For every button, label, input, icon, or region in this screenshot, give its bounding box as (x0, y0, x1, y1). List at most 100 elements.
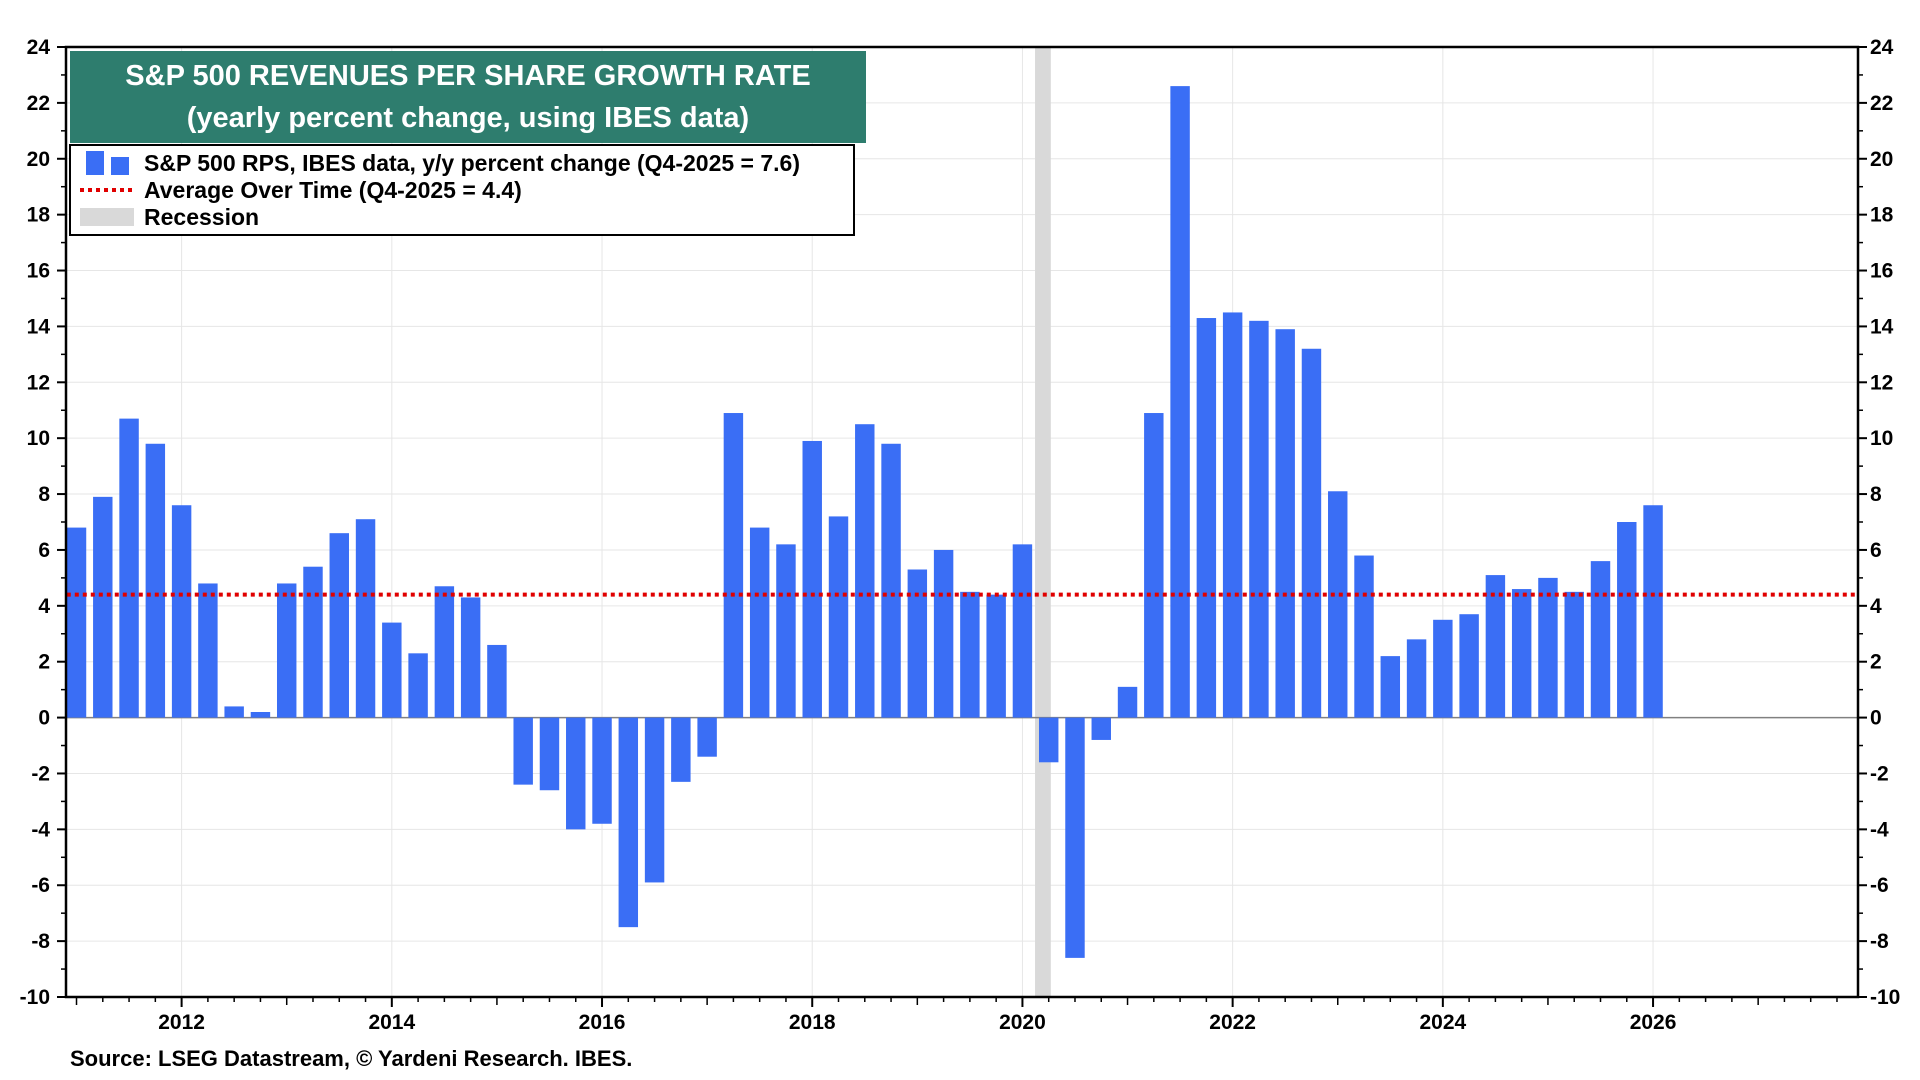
bar (276, 583, 297, 718)
y-tick-label-left: 16 (27, 260, 50, 283)
bar (539, 717, 560, 791)
legend-bar-swatch (86, 151, 129, 175)
y-tick-label-right: 2 (1870, 651, 1882, 674)
bar (1485, 575, 1506, 718)
x-tick-label: 2022 (1209, 1011, 1256, 1034)
legend-frame (69, 144, 855, 236)
y-tick-label-right: -2 (1870, 762, 1889, 785)
bar (1301, 348, 1322, 718)
bar (145, 443, 166, 718)
bar (776, 544, 796, 718)
bar (1038, 717, 1059, 763)
y-tick-label-left: 0 (38, 707, 50, 730)
bar (1170, 86, 1190, 718)
y-tick-label-left: -6 (31, 874, 50, 897)
bar (250, 712, 271, 718)
bar (487, 644, 507, 718)
y-tick-label-left: 10 (27, 427, 50, 450)
bar (1196, 318, 1217, 718)
y-tick-label-right: 12 (1870, 371, 1893, 394)
bar (224, 706, 244, 718)
y-tick-label-left: 6 (38, 539, 50, 562)
legend: S&P 500 RPS, IBES data, y/y percent chan… (69, 144, 855, 236)
y-tick-label-right: 22 (1870, 92, 1893, 115)
y-tick-label-right: 4 (1870, 595, 1882, 618)
source-note: Source: LSEG Datastream, © Yardeni Resea… (70, 1046, 632, 1071)
bar (933, 549, 954, 718)
recession-band-layer (1035, 47, 1051, 997)
x-tick-label: 2018 (789, 1011, 836, 1034)
bar (828, 516, 849, 718)
x-tick-label: 2014 (368, 1011, 415, 1034)
y-tick-label-left: 8 (38, 483, 50, 506)
bar (66, 527, 87, 718)
bar (986, 594, 1006, 718)
y-tick-label-left: -10 (20, 986, 50, 1009)
y-tick-label-right: 14 (1870, 315, 1894, 338)
bar (460, 597, 481, 718)
y-tick-label-left: 22 (27, 92, 50, 115)
bar (1144, 413, 1164, 718)
bar (618, 717, 639, 928)
y-tick-label-right: 18 (1870, 204, 1894, 227)
legend-label-average: Average Over Time (Q4-2025 = 4.4) (144, 177, 522, 203)
legend-recession-swatch (80, 208, 134, 226)
y-tick-label-right: 8 (1870, 483, 1882, 506)
y-tick-label-right: 10 (1870, 427, 1893, 450)
bar (1275, 329, 1295, 718)
bar (1564, 591, 1584, 718)
bar (1328, 491, 1348, 718)
x-tick-label: 2026 (1630, 1011, 1677, 1034)
bar (1459, 614, 1479, 718)
bar (198, 583, 218, 718)
y-tick-label-left: 4 (38, 595, 50, 618)
bar (1091, 717, 1111, 740)
x-axis: 2012 2014 2016 2018 2020 2022 2024 2026 (75, 997, 1838, 1034)
y-tick-label-left: 18 (27, 204, 51, 227)
chart-subtitle: (yearly percent change, using IBES data) (187, 102, 749, 134)
bar (802, 440, 822, 718)
y-tick-label-right: 0 (1870, 707, 1882, 730)
y-tick-label-left: -2 (31, 762, 50, 785)
bar (1433, 619, 1453, 718)
bar (723, 413, 744, 718)
y-tick-label-left: -8 (31, 930, 50, 953)
bar (855, 424, 875, 718)
bar (1406, 639, 1427, 718)
bar (881, 443, 901, 718)
bar (513, 717, 533, 785)
bar (1065, 717, 1085, 958)
bar (1643, 505, 1663, 718)
y-tick-label-right: -4 (1870, 818, 1889, 841)
y-tick-label-right: 20 (1870, 148, 1893, 171)
y-tick-label-right: 6 (1870, 539, 1882, 562)
bars-layer (66, 86, 1663, 958)
bar (1012, 544, 1033, 718)
bar (1617, 522, 1637, 718)
bar (434, 586, 455, 718)
bar (1249, 320, 1269, 718)
bar (907, 569, 928, 718)
y-tick-label-right: 16 (1870, 260, 1893, 283)
bar (382, 622, 402, 718)
y-tick-label-right: -8 (1870, 930, 1889, 953)
bar (1117, 686, 1138, 718)
bar (1538, 577, 1558, 718)
bar (329, 533, 349, 718)
y-tick-label-right: -6 (1870, 874, 1889, 897)
recession-band (1035, 47, 1051, 997)
bar (1590, 561, 1611, 718)
bar (697, 717, 717, 757)
bar (1511, 589, 1532, 718)
x-tick-label: 2020 (999, 1011, 1046, 1034)
bar (671, 717, 691, 782)
bar (592, 717, 612, 824)
x-tick-label: 2024 (1419, 1011, 1466, 1034)
bar (303, 566, 323, 718)
y-tick-label-left: 14 (27, 315, 51, 338)
legend-label-recession: Recession (144, 204, 259, 230)
bar (644, 717, 665, 883)
